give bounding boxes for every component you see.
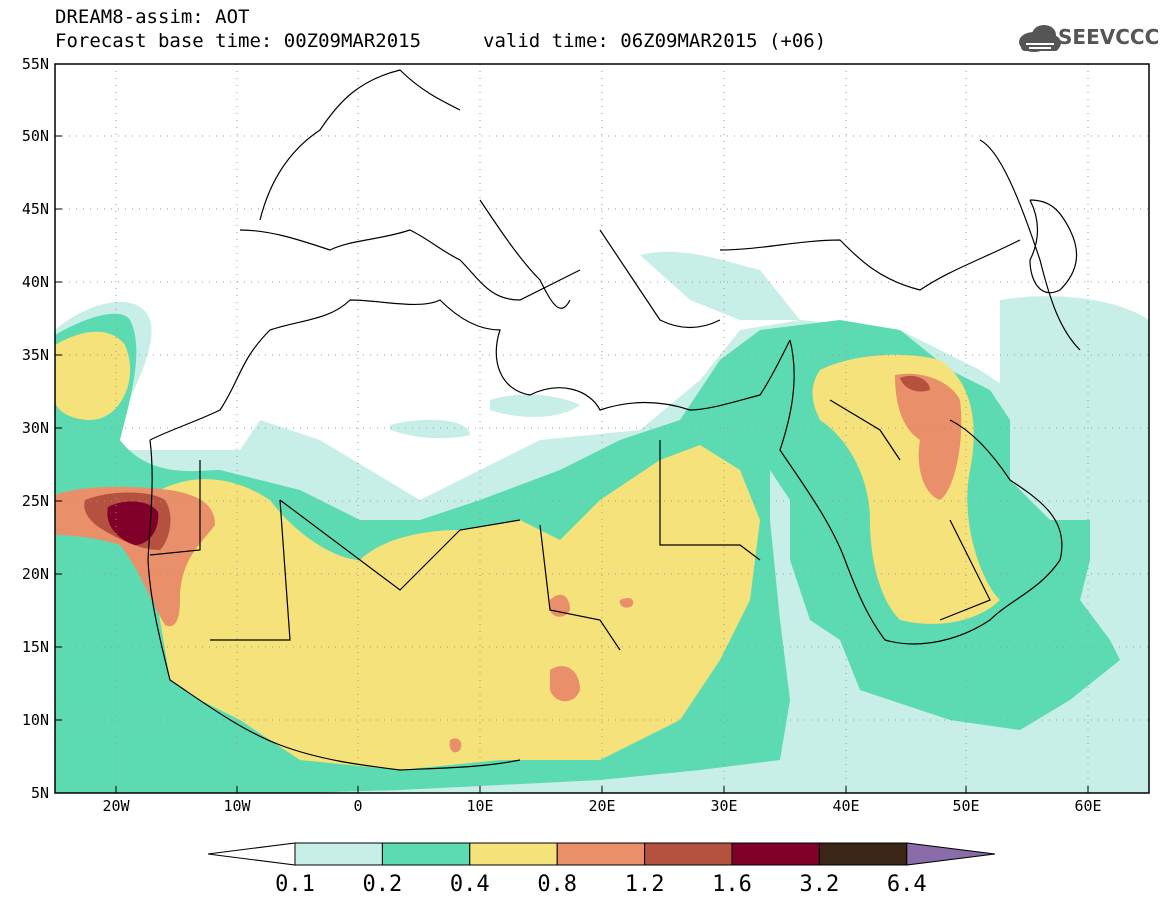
lon-label-50e: 50E — [952, 797, 979, 815]
lat-lon-grid — [55, 64, 1149, 793]
colorbar-label: 1.2 — [624, 872, 665, 897]
aot-level-1-2-iraq — [900, 375, 930, 392]
colorbar-swatch — [381, 842, 471, 866]
coastlines — [147, 69, 1081, 771]
colorbar-over-triangle — [906, 842, 996, 866]
aot-field — [55, 64, 1149, 793]
colorbar-label: 0.1 — [275, 872, 315, 897]
aot-level-0-4-atlantic — [55, 331, 131, 420]
aot-level-0-4-sahara — [150, 445, 760, 770]
colorbar-under-triangle — [207, 842, 296, 866]
logo-text: SEEVCCC — [1058, 25, 1160, 49]
aot-level-0-8-iraq — [895, 373, 962, 500]
lat-label-45n: 45N — [22, 200, 49, 218]
aot-level-0-8-sudan — [619, 597, 634, 608]
colorbar-swatch — [469, 842, 558, 866]
lon-label-10w: 10W — [223, 797, 251, 815]
lat-label-5n: 5N — [31, 784, 49, 802]
aot-level-0-1-libya-east — [490, 394, 580, 417]
colorbar-swatch — [556, 842, 646, 866]
lon-label-60e: 60E — [1074, 797, 1101, 815]
lon-label-30e: 30E — [710, 797, 737, 815]
colorbar-label: 1.6 — [712, 872, 752, 897]
aot-level-0-1-libya — [390, 419, 470, 439]
colorbar-label: 0.2 — [362, 872, 403, 897]
aot-level-0-8-chad-1 — [550, 666, 580, 702]
cloud-logo-icon — [1019, 25, 1061, 52]
colorbar-label: 0.8 — [537, 872, 578, 897]
lat-label-10n: 10N — [22, 711, 49, 729]
colorbar-label: 3.2 — [799, 872, 840, 897]
colorbar-swatch — [644, 842, 733, 866]
lat-label-50n: 50N — [22, 127, 49, 145]
aot-level-1-6-mauritania — [107, 501, 159, 545]
lon-label-10e: 10E — [466, 797, 493, 815]
colorbar — [207, 842, 996, 866]
lat-label-35n: 35N — [22, 346, 49, 364]
lon-label-20e: 20E — [588, 797, 615, 815]
aot-level-0-1-aegean — [640, 251, 800, 320]
lat-label-55n: 55N — [22, 55, 49, 73]
valid-time: valid time: 06Z09MAR2015 (+06) — [483, 30, 827, 52]
aot-level-0-8-nigeria — [449, 738, 462, 753]
ticks — [55, 63, 1089, 793]
colorbar-label: 6.4 — [886, 872, 927, 897]
colorbar-swatch — [294, 842, 383, 866]
lat-label-30n: 30N — [22, 419, 49, 437]
lon-label-0: 0 — [353, 797, 362, 815]
lon-label-20w: 20W — [102, 797, 130, 815]
model-title: DREAM8-assim: AOT — [55, 6, 250, 28]
colorbar-swatch — [731, 842, 820, 866]
lat-label-40n: 40N — [22, 273, 49, 291]
aot-level-0-1-iran — [1000, 296, 1149, 430]
lat-label-25n: 25N — [22, 492, 49, 510]
colorbar-swatch — [818, 842, 908, 866]
lat-label-15n: 15N — [22, 638, 49, 656]
lat-label-20n: 20N — [22, 565, 49, 583]
colorbar-label: 0.4 — [449, 872, 490, 897]
forecast-base-time: Forecast base time: 00Z09MAR2015 — [55, 30, 422, 52]
lon-label-40e: 40E — [832, 797, 859, 815]
